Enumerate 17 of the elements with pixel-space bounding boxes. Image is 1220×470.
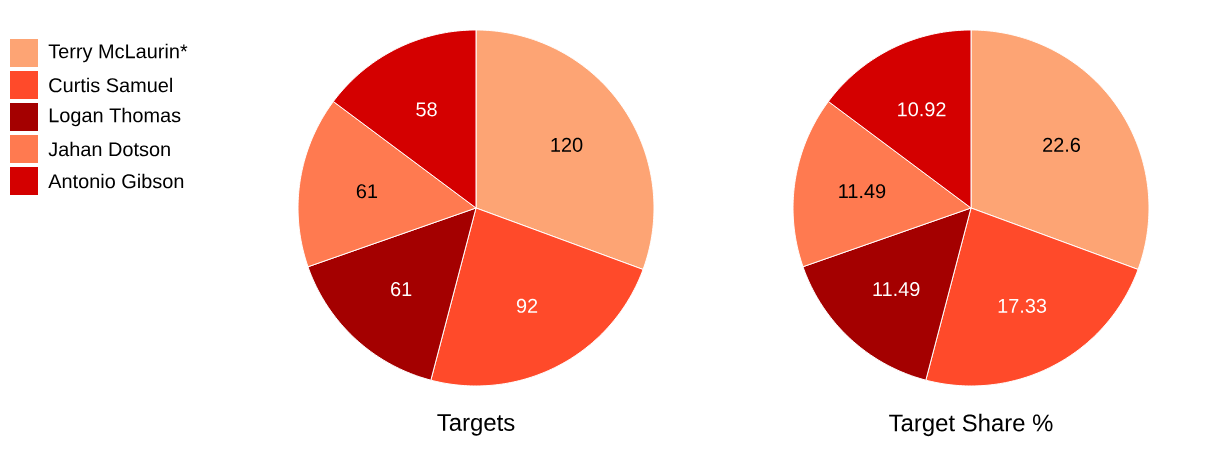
text: Targets xyxy=(437,414,515,436)
legend-label: Jahan Dotson xyxy=(48,141,170,157)
data-label: 120 xyxy=(551,137,583,152)
data-label: 17.33 xyxy=(998,298,1047,313)
data-label: 61 xyxy=(391,282,412,297)
data-label: 22.6 xyxy=(1043,137,1081,152)
data-label: 92 xyxy=(516,298,538,313)
text: Target Share % xyxy=(889,413,1053,437)
data-label: 61 xyxy=(356,184,378,199)
legend-label: Terry McLaurin* xyxy=(48,43,188,63)
data-label: 11.49 xyxy=(839,184,886,199)
legend-label: Antonio Gibson xyxy=(48,173,184,189)
legend-label: Curtis Samuel xyxy=(49,77,172,93)
legend-label: Logan Thomas xyxy=(49,107,181,127)
data-label: 11.49 xyxy=(873,282,920,297)
data-label: 58 xyxy=(416,102,437,117)
data-label: 10.92 xyxy=(898,102,946,117)
